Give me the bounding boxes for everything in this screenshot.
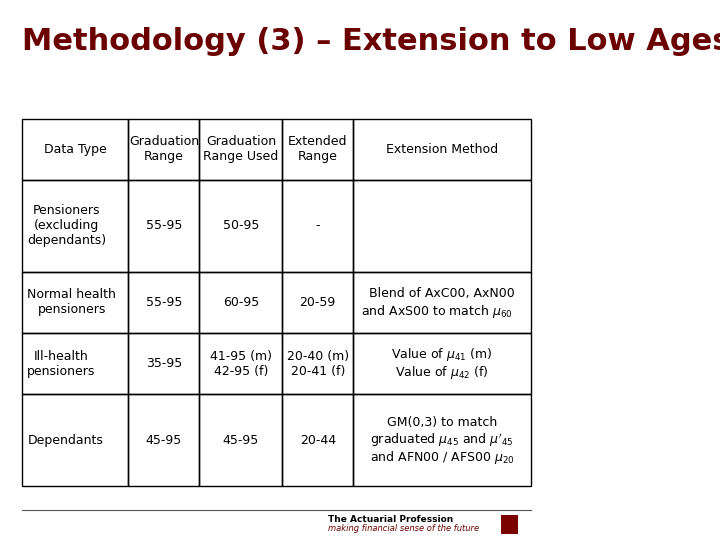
Bar bbox=[354, 394, 531, 486]
Text: Value of $\mu_{42}$ (f): Value of $\mu_{42}$ (f) bbox=[395, 364, 489, 381]
Text: Dependants: Dependants bbox=[27, 434, 103, 447]
Text: 45-95: 45-95 bbox=[222, 434, 259, 447]
Bar bbox=[282, 180, 354, 272]
Bar bbox=[500, 515, 518, 534]
Text: 50-95: 50-95 bbox=[222, 219, 259, 232]
Bar bbox=[199, 394, 282, 486]
Bar bbox=[22, 272, 128, 333]
Bar bbox=[282, 394, 354, 486]
Text: Blend of AxC00, AxN00: Blend of AxC00, AxN00 bbox=[369, 287, 515, 300]
Text: making financial sense of the future: making financial sense of the future bbox=[328, 524, 480, 532]
Bar bbox=[199, 333, 282, 394]
Bar bbox=[199, 119, 282, 180]
Text: Pensioners
(excluding
dependants): Pensioners (excluding dependants) bbox=[27, 205, 107, 247]
Text: Value of $\mu_{41}$ (m): Value of $\mu_{41}$ (m) bbox=[391, 347, 492, 363]
Text: and AFN00 / AFS00 $\mu_{20}$: and AFN00 / AFS00 $\mu_{20}$ bbox=[369, 449, 514, 466]
Bar bbox=[128, 333, 199, 394]
Text: graduated $\mu_{45}$ and $\mu'_{45}$: graduated $\mu_{45}$ and $\mu'_{45}$ bbox=[370, 431, 514, 449]
Text: Extended
Range: Extended Range bbox=[288, 136, 348, 164]
Bar bbox=[282, 119, 354, 180]
Bar bbox=[199, 272, 282, 333]
Text: 55-95: 55-95 bbox=[145, 296, 182, 309]
Text: 20-40 (m)
20-41 (f): 20-40 (m) 20-41 (f) bbox=[287, 349, 348, 377]
Bar bbox=[282, 272, 354, 333]
Text: 45-95: 45-95 bbox=[145, 434, 182, 447]
Bar bbox=[354, 180, 531, 272]
Text: Normal health
pensioners: Normal health pensioners bbox=[27, 288, 116, 316]
Bar bbox=[354, 333, 531, 394]
Text: 41-95 (m)
42-95 (f): 41-95 (m) 42-95 (f) bbox=[210, 349, 272, 377]
Text: Methodology (3) – Extension to Low Ages: Methodology (3) – Extension to Low Ages bbox=[22, 27, 720, 56]
Bar bbox=[22, 333, 128, 394]
Text: Graduation
Range: Graduation Range bbox=[129, 136, 199, 164]
Bar bbox=[128, 394, 199, 486]
Bar bbox=[128, 119, 199, 180]
Bar bbox=[354, 272, 531, 333]
Text: Data Type: Data Type bbox=[44, 143, 107, 156]
Text: Ill-health
pensioners: Ill-health pensioners bbox=[27, 349, 96, 377]
Bar bbox=[282, 333, 354, 394]
Bar bbox=[354, 119, 531, 180]
Text: Graduation
Range Used: Graduation Range Used bbox=[203, 136, 279, 164]
Bar bbox=[22, 394, 128, 486]
Text: 35-95: 35-95 bbox=[145, 357, 182, 370]
Text: GM(0,3) to match: GM(0,3) to match bbox=[387, 416, 497, 429]
Text: and AxS00 to match $\mu_{60}$: and AxS00 to match $\mu_{60}$ bbox=[361, 302, 513, 320]
Text: 60-95: 60-95 bbox=[222, 296, 259, 309]
Text: Extension Method: Extension Method bbox=[386, 143, 498, 156]
Text: 20-59: 20-59 bbox=[300, 296, 336, 309]
Text: The Actuarial Profession: The Actuarial Profession bbox=[328, 515, 454, 524]
Bar bbox=[128, 272, 199, 333]
Text: 55-95: 55-95 bbox=[145, 219, 182, 232]
Bar bbox=[128, 180, 199, 272]
Text: -: - bbox=[315, 219, 320, 232]
Bar bbox=[199, 180, 282, 272]
Text: 20-44: 20-44 bbox=[300, 434, 336, 447]
Bar bbox=[22, 119, 128, 180]
Bar bbox=[22, 180, 128, 272]
